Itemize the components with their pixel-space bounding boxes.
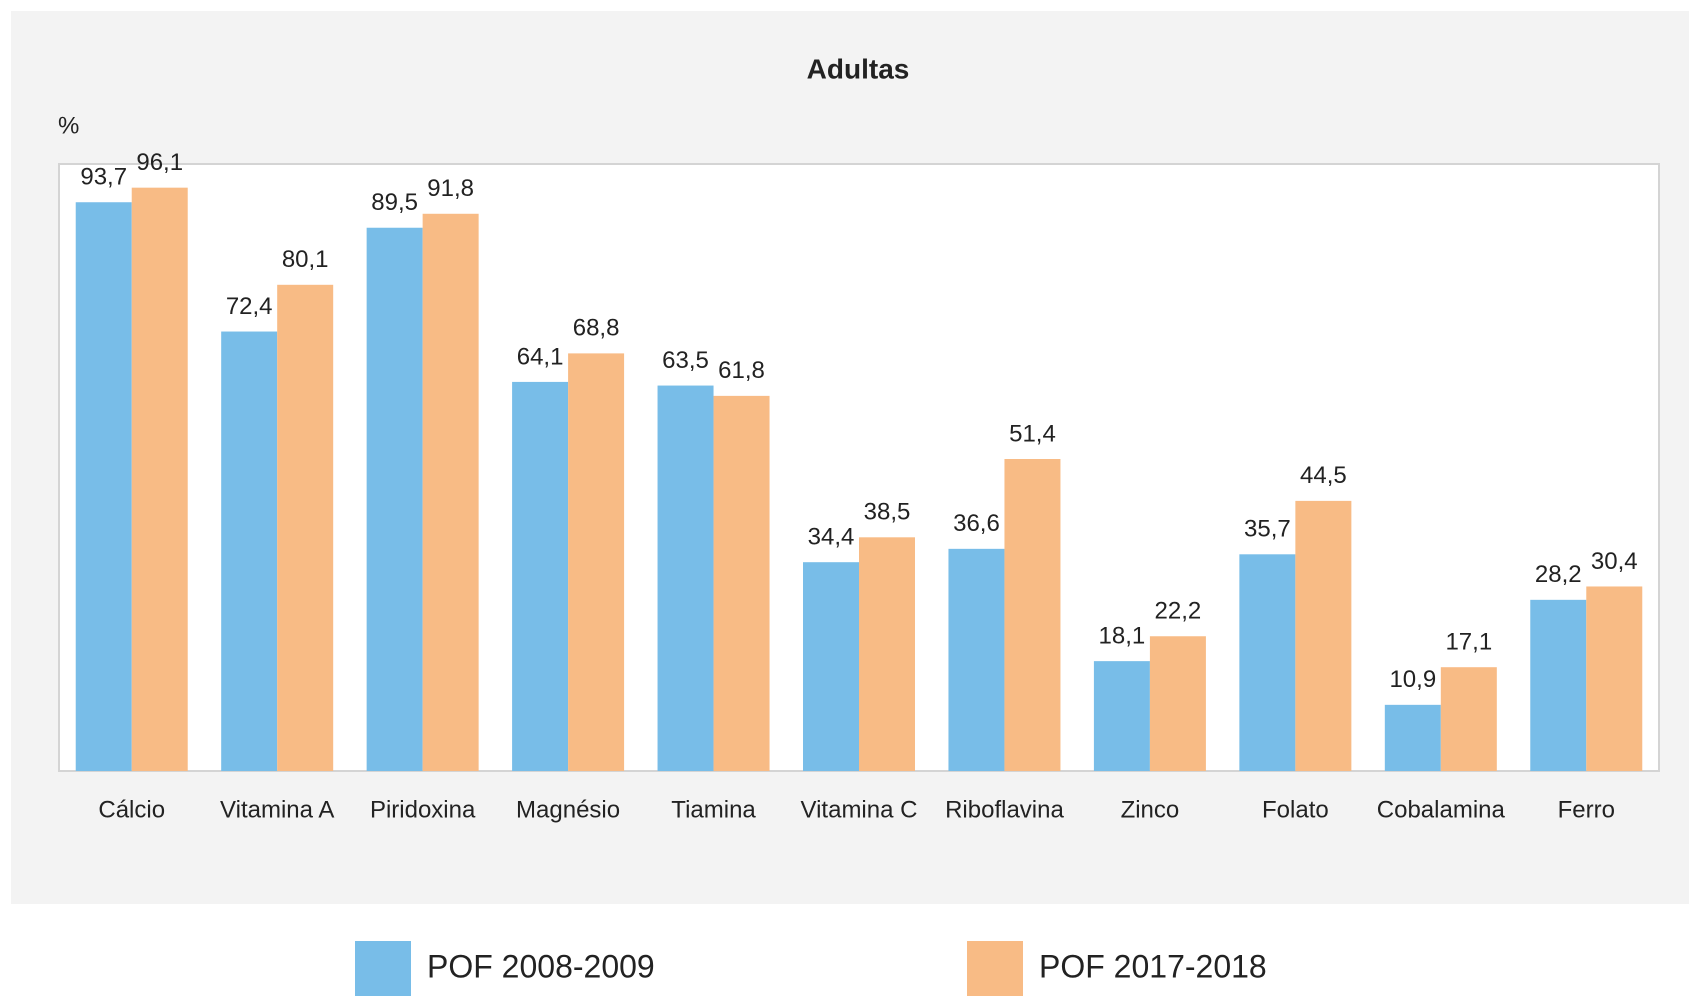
bar bbox=[859, 537, 915, 771]
data-label: 80,1 bbox=[282, 246, 329, 273]
x-tick-label: Piridoxina bbox=[370, 796, 476, 823]
y-axis-label: % bbox=[58, 112, 79, 139]
bar bbox=[221, 331, 278, 771]
bar bbox=[568, 353, 625, 771]
bar bbox=[422, 213, 479, 772]
bar bbox=[948, 548, 1005, 771]
bar bbox=[1586, 586, 1643, 771]
data-label: 89,5 bbox=[371, 189, 418, 216]
bar bbox=[512, 381, 569, 771]
bar bbox=[1440, 667, 1497, 771]
x-tick-label: Cobalamina bbox=[1377, 796, 1506, 823]
data-label: 28,2 bbox=[1535, 561, 1582, 588]
x-tick-label: Zinco bbox=[1121, 796, 1180, 823]
bar bbox=[1239, 554, 1296, 771]
data-label: 35,7 bbox=[1244, 516, 1291, 543]
bar bbox=[1004, 459, 1061, 771]
bar bbox=[803, 562, 859, 771]
data-label: 34,4 bbox=[808, 524, 855, 551]
legend-label: POF 2017-2018 bbox=[1039, 948, 1267, 984]
x-tick-label: Vitamina C bbox=[801, 796, 918, 823]
bar bbox=[713, 395, 770, 771]
data-label: 17,1 bbox=[1445, 629, 1492, 656]
bar bbox=[366, 227, 423, 772]
data-label: 68,8 bbox=[573, 315, 620, 342]
data-label: 72,4 bbox=[226, 293, 273, 320]
x-tick-label: Folato bbox=[1262, 796, 1329, 823]
data-label: 96,1 bbox=[136, 149, 183, 176]
data-label: 44,5 bbox=[1300, 462, 1347, 489]
x-tick-label: Ferro bbox=[1558, 796, 1615, 823]
data-label: 63,5 bbox=[662, 347, 709, 374]
bar bbox=[1093, 661, 1150, 771]
bar bbox=[75, 202, 132, 772]
bar bbox=[1295, 500, 1352, 771]
x-tick-label: Magnésio bbox=[516, 796, 620, 823]
x-tick-label: Riboflavina bbox=[945, 796, 1064, 823]
bar bbox=[657, 385, 714, 771]
legend-label: POF 2008-2009 bbox=[427, 948, 655, 984]
data-label: 64,1 bbox=[517, 343, 564, 370]
data-label: 18,1 bbox=[1099, 622, 1146, 649]
x-tick-label: Cálcio bbox=[98, 796, 165, 823]
bar bbox=[1149, 636, 1206, 771]
data-label: 93,7 bbox=[80, 164, 127, 191]
data-label: 38,5 bbox=[864, 499, 911, 526]
x-tick-label: Tiamina bbox=[671, 796, 756, 823]
data-label: 10,9 bbox=[1389, 666, 1436, 693]
data-label: 22,2 bbox=[1155, 598, 1202, 625]
bar bbox=[1530, 599, 1587, 771]
bar bbox=[1384, 704, 1441, 771]
legend-swatch bbox=[967, 941, 1023, 996]
legend-swatch bbox=[355, 941, 411, 996]
data-label: 36,6 bbox=[953, 510, 1000, 537]
bar bbox=[131, 187, 188, 772]
bar bbox=[277, 284, 334, 771]
x-tick-label: Vitamina A bbox=[220, 796, 334, 823]
data-label: 91,8 bbox=[427, 175, 474, 202]
data-label: 61,8 bbox=[718, 357, 765, 384]
data-label: 30,4 bbox=[1591, 548, 1638, 575]
chart-title: Adultas bbox=[807, 53, 910, 84]
data-label: 51,4 bbox=[1009, 420, 1056, 447]
